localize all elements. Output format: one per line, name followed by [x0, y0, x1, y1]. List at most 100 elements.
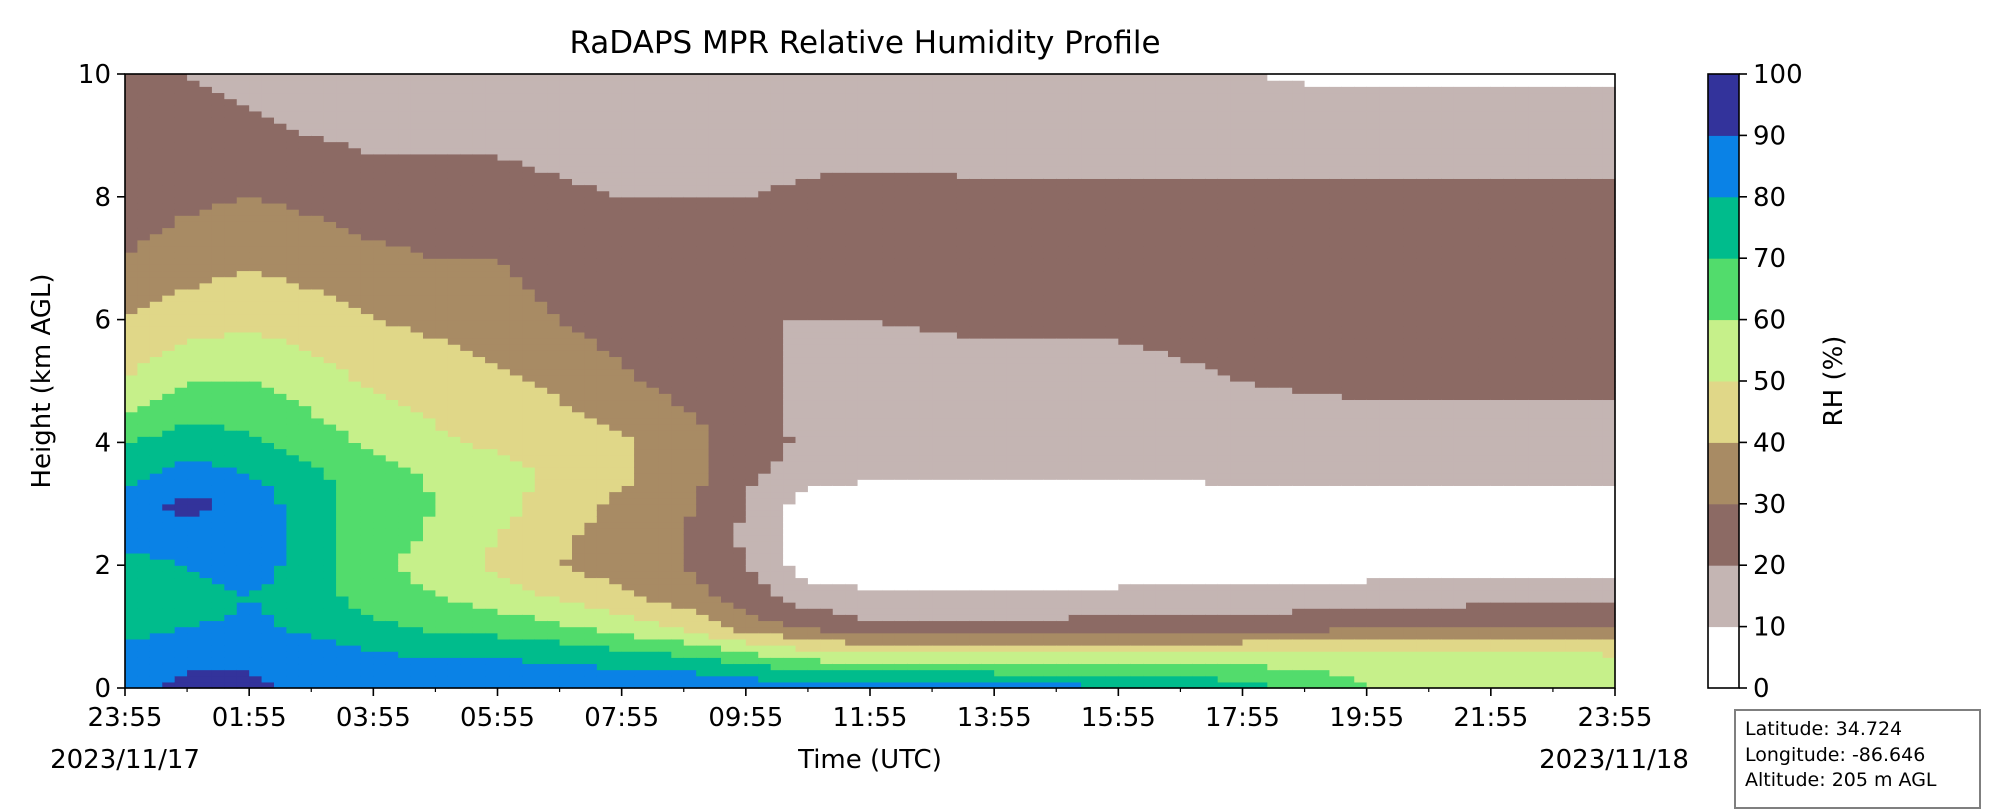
contour-cell — [621, 632, 635, 640]
contour-cell — [708, 657, 722, 665]
contour-cell — [398, 368, 412, 376]
contour-cell — [236, 264, 250, 272]
contour-cell — [671, 74, 685, 81]
contour-cell — [472, 215, 486, 222]
contour-cell — [410, 583, 424, 591]
contour-cell — [472, 534, 486, 542]
contour-cell — [497, 411, 511, 419]
contour-cell — [336, 307, 350, 315]
contour-cell — [435, 540, 449, 548]
contour-cell — [249, 307, 263, 315]
contour-cell — [261, 209, 275, 216]
contour-cell — [236, 282, 250, 290]
contour-cell — [721, 663, 735, 671]
contour-cell — [485, 595, 499, 603]
contour-cell — [733, 282, 747, 290]
contour-cell — [733, 626, 747, 634]
contour-cell — [174, 387, 188, 394]
contour-cell — [236, 116, 250, 124]
contour-cell — [323, 669, 337, 677]
contour-cell — [286, 522, 300, 529]
contour-cell — [435, 221, 449, 229]
contour-cell — [174, 92, 188, 100]
contour-cell — [187, 190, 201, 198]
contour-cell — [671, 80, 685, 87]
contour-cell — [149, 632, 163, 640]
contour-cell — [274, 264, 288, 272]
contour-cell — [336, 503, 350, 511]
contour-cell — [522, 313, 536, 321]
contour-cell — [149, 282, 163, 290]
contour-cell — [162, 227, 176, 235]
contour-cell — [360, 509, 374, 517]
contour-cell — [708, 344, 722, 351]
contour-cell — [721, 196, 735, 204]
contour-cell — [671, 86, 685, 94]
contour-cell — [187, 344, 201, 351]
contour-cell — [646, 417, 660, 425]
contour-cell — [634, 638, 648, 646]
contour-cell — [199, 497, 213, 505]
contour-cell — [373, 196, 387, 204]
contour-cell — [472, 264, 486, 272]
contour-cell — [249, 356, 263, 364]
contour-cell — [708, 209, 722, 216]
contour-cell — [509, 209, 523, 216]
contour-cell — [236, 620, 250, 628]
contour-cell — [671, 147, 685, 155]
contour-cell — [249, 338, 263, 345]
contour-cell — [187, 663, 201, 671]
contour-cell — [385, 423, 399, 431]
contour-cell — [336, 497, 350, 505]
contour-cell — [435, 454, 449, 462]
contour-cell — [286, 141, 300, 149]
contour-cell — [547, 368, 561, 376]
contour-cell — [410, 123, 424, 130]
contour-cell — [646, 405, 660, 413]
contour-cell — [274, 227, 288, 235]
contour-cell — [311, 80, 325, 87]
contour-cell — [249, 74, 263, 81]
contour-cell — [522, 172, 536, 179]
contour-cell — [435, 430, 449, 437]
contour-cell — [584, 356, 598, 364]
contour-cell — [708, 436, 722, 443]
contour-cell — [634, 473, 648, 480]
contour-cell — [522, 669, 536, 677]
contour-cell — [460, 583, 474, 591]
contour-cell — [696, 116, 710, 124]
contour-cell — [336, 669, 350, 677]
contour-cell — [447, 227, 461, 235]
contour-cell — [447, 423, 461, 431]
contour-cell — [274, 319, 288, 327]
contour-cell — [261, 178, 275, 186]
contour-cell — [634, 301, 648, 308]
contour-cell — [696, 221, 710, 229]
contour-cell — [199, 344, 213, 351]
contour-cell — [149, 227, 163, 235]
contour-cell — [398, 503, 412, 511]
contour-cell — [211, 675, 225, 683]
contour-cell — [435, 638, 449, 646]
contour-cell — [485, 282, 499, 290]
contour-cell — [497, 491, 511, 499]
contour-cell — [211, 381, 225, 388]
contour-cell — [385, 381, 399, 388]
contour-cell — [162, 252, 176, 259]
contour-cell — [149, 479, 163, 486]
contour-cell — [410, 614, 424, 622]
contour-cell — [534, 534, 548, 542]
contour-cell — [274, 196, 288, 204]
contour-cell — [522, 491, 536, 499]
contour-cell — [398, 393, 412, 401]
contour-cell — [385, 589, 399, 597]
contour-cell — [174, 608, 188, 615]
contour-cell — [596, 116, 610, 124]
contour-cell — [162, 92, 176, 100]
contour-cell — [646, 98, 660, 106]
contour-cell — [298, 159, 312, 167]
contour-cell — [187, 166, 201, 173]
contour-cell — [509, 344, 523, 351]
contour-cell — [671, 98, 685, 106]
contour-cell — [211, 669, 225, 677]
